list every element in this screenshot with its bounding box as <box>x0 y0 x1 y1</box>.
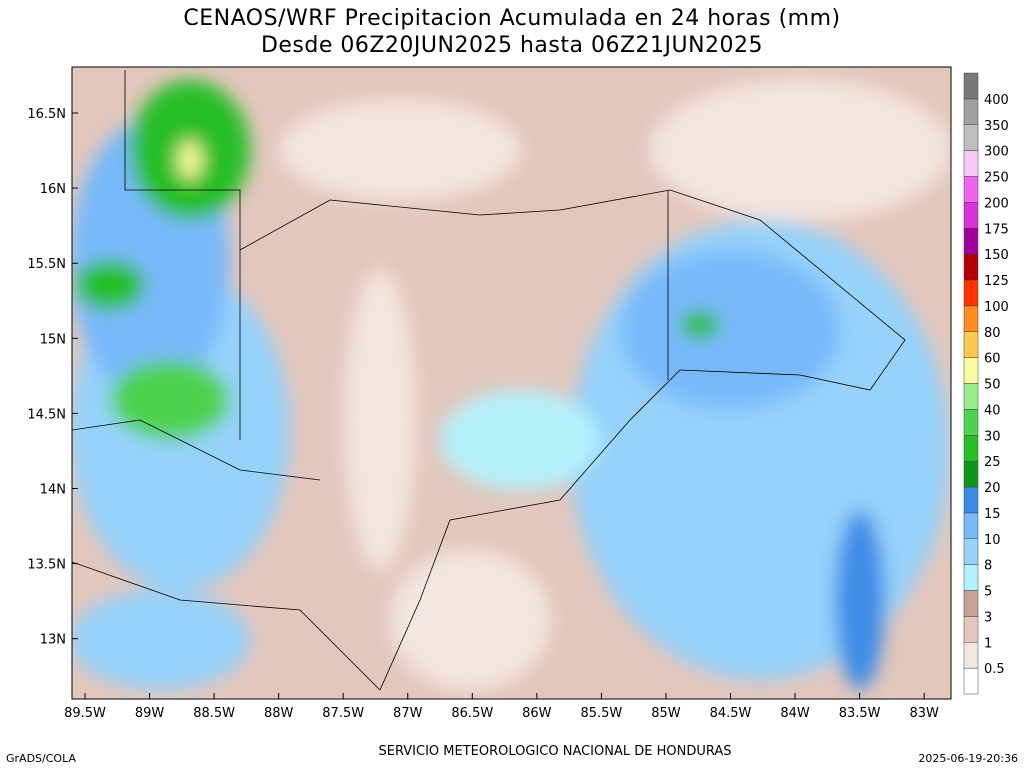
lon-label: 84.5W <box>710 706 752 721</box>
colorbar-label: 30 <box>984 429 1001 444</box>
colorbar-label: 0.5 <box>984 662 1005 677</box>
colorbar-label: 25 <box>984 455 1001 470</box>
colorbar-label: 8 <box>984 559 992 574</box>
lat-label: 14N <box>40 483 66 498</box>
lon-label: 83.5W <box>839 706 881 721</box>
colorbar-segment <box>963 616 979 643</box>
lon-label: 84W <box>780 706 810 721</box>
precip-area <box>280 100 520 200</box>
colorbar-label: 400 <box>984 93 1009 108</box>
footer-center: SERVICIO METEOROLOGICO NACIONAL DE HONDU… <box>378 744 731 759</box>
colorbar-segment <box>963 150 979 177</box>
precip-area <box>440 390 600 490</box>
precip-area <box>72 590 250 690</box>
lon-label: 89W <box>135 706 165 721</box>
lat-label: 16.5N <box>27 107 66 122</box>
precip-areas <box>72 80 950 690</box>
lat-label: 14.5N <box>27 407 66 422</box>
precip-area <box>835 510 885 690</box>
precip-area <box>75 260 145 310</box>
lon-label: 88.5W <box>193 706 235 721</box>
colorbar-segment <box>963 460 979 488</box>
colorbar-segment <box>963 486 979 514</box>
colorbar-segment <box>963 590 979 617</box>
colorbar-segment <box>963 202 979 229</box>
axes: 16.5N 16N 15.5N 15N 14.5N 14N 13.5N 13N 89.5W 89W… <box>27 107 939 721</box>
precip-area <box>345 270 415 570</box>
colorbar-segment <box>963 72 979 100</box>
lon-label: 86.5W <box>451 706 493 721</box>
colorbar-segment <box>963 176 979 203</box>
lat-label: 15.5N <box>27 257 66 272</box>
colorbar-label: 15 <box>984 507 1001 522</box>
colorbar-label: 5 <box>984 585 992 600</box>
lat-label: 15N <box>40 332 66 347</box>
colorbar-segment <box>963 357 979 384</box>
colorbar-segment <box>963 305 979 332</box>
colorbar-segment <box>963 642 979 669</box>
colorbar: 0.5 1 3 5 8 10 15 20 25 30 40 50 60 80 100 125 150 175 200… <box>963 72 1009 695</box>
colorbar-segment <box>963 512 979 539</box>
colorbar-segment <box>963 409 979 436</box>
lon-label: 87.5W <box>322 706 364 721</box>
colorbar-label: 350 <box>984 119 1009 134</box>
colorbar-label: 100 <box>984 300 1009 315</box>
colorbar-segment <box>963 279 979 307</box>
title: CENAOS/WRF Precipitacion Acumulada en 24… <box>183 6 840 31</box>
colorbar-segment <box>963 538 979 565</box>
colorbar-label: 300 <box>984 145 1009 160</box>
precip-area <box>620 250 840 410</box>
colorbar-segment <box>963 667 979 695</box>
colorbar-segment <box>963 124 979 151</box>
lon-label: 85.5W <box>580 706 622 721</box>
colorbar-label: 80 <box>984 326 1001 341</box>
precip-area <box>178 140 202 180</box>
lon-label: 86W <box>522 706 552 721</box>
lon-label: 83W <box>909 706 939 721</box>
precip-area <box>650 80 950 220</box>
colorbar-segment <box>963 228 979 255</box>
colorbar-label: 1 <box>984 636 992 651</box>
precip-area <box>390 550 550 690</box>
lon-label: 88W <box>264 706 294 721</box>
precip-area <box>680 311 720 339</box>
colorbar-segment <box>963 564 979 591</box>
precip-field <box>72 67 951 699</box>
map-frame <box>71 66 952 700</box>
lon-label: 87W <box>393 706 423 721</box>
colorbar-label: 40 <box>984 403 1001 418</box>
colorbar-segment <box>963 98 979 125</box>
lon-label: 85W <box>651 706 681 721</box>
precip-area <box>110 360 230 440</box>
colorbar-label: 3 <box>984 610 992 625</box>
colorbar-segment <box>963 253 979 281</box>
colorbar-segment <box>963 435 979 462</box>
colorbar-label: 20 <box>984 481 1001 496</box>
colorbar-label: 50 <box>984 378 1001 393</box>
lat-label: 16N <box>40 182 66 197</box>
colorbar-label: 125 <box>984 274 1009 289</box>
colorbar-label: 150 <box>984 248 1009 263</box>
footer-left: GrADS/COLA <box>6 752 76 765</box>
colorbar-label: 175 <box>984 222 1009 237</box>
colorbar-segment <box>963 331 979 358</box>
colorbar-segment <box>963 383 979 410</box>
lon-label: 89.5W <box>64 706 106 721</box>
colorbar-label: 60 <box>984 352 1001 367</box>
footer-right: 2025-06-19-20:36 <box>918 752 1018 765</box>
lat-label: 13N <box>40 633 66 648</box>
colorbar-label: 250 <box>984 171 1009 186</box>
colorbar-label: 200 <box>984 196 1009 211</box>
subtitle: Desde 06Z20JUN2025 hasta 06Z21JUN2025 <box>261 33 763 58</box>
colorbar-label: 10 <box>984 533 1001 548</box>
borders <box>72 70 906 691</box>
lat-label: 13.5N <box>27 558 66 573</box>
